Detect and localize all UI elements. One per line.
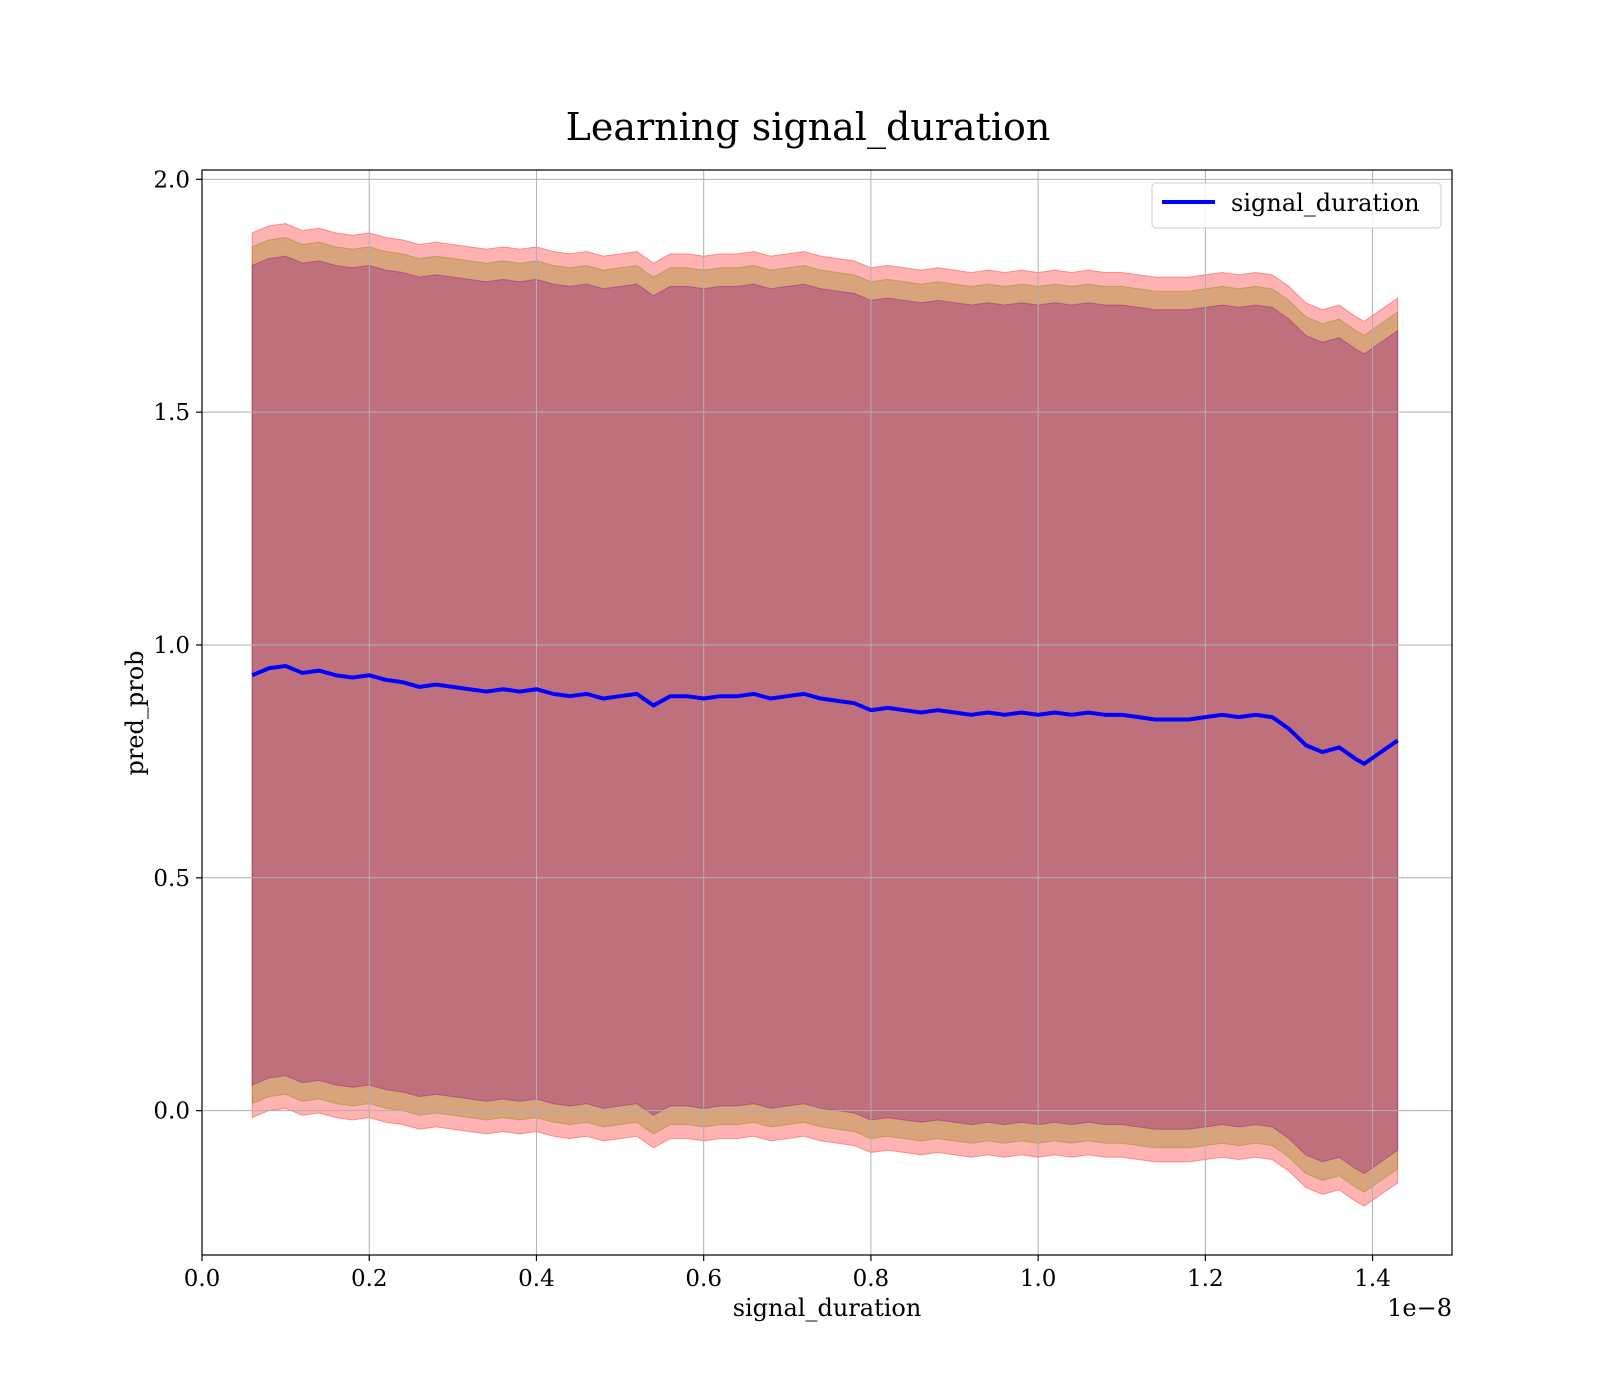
x-axis-offset-label: 1e−8 xyxy=(1387,1294,1452,1322)
x-tick-label: 0.0 xyxy=(184,1266,221,1292)
band-middle xyxy=(251,237,1399,1193)
axes-background xyxy=(202,170,1452,1255)
x-tick-label: 0.4 xyxy=(518,1266,555,1292)
grid-lines xyxy=(201,170,1452,1255)
legend: signal_duration xyxy=(1151,182,1442,229)
y-tick-label: 0.0 xyxy=(153,1099,190,1125)
chart-title: Learning signal_duration xyxy=(566,105,1051,150)
plot-area xyxy=(201,169,1453,1256)
x-tick-label: 0.8 xyxy=(853,1266,890,1292)
series-line-signal-duration xyxy=(251,663,1399,766)
y-tick-label: 0.5 xyxy=(153,866,190,892)
legend-label-signal-duration: signal_duration xyxy=(1231,189,1420,217)
y-tick-label: 2.0 xyxy=(153,167,190,193)
y-tick-label: 1.0 xyxy=(153,633,190,659)
band-inner xyxy=(251,255,1399,1175)
x-axis-ticks: 0.0 0.2 0.4 0.6 0.8 1.0 1.2 1.4 xyxy=(184,1255,1391,1292)
y-axis-ticks: 0.0 0.5 1.0 1.5 2.0 xyxy=(153,167,202,1125)
band-outer xyxy=(251,223,1399,1207)
x-tick-label: 1.0 xyxy=(1020,1266,1057,1292)
x-tick-label: 1.4 xyxy=(1354,1266,1391,1292)
legend-box xyxy=(1151,182,1442,229)
x-tick-label: 0.2 xyxy=(351,1266,388,1292)
series-lines xyxy=(251,663,1399,766)
x-tick-label: 1.2 xyxy=(1187,1266,1224,1292)
x-tick-label: 0.6 xyxy=(685,1266,722,1292)
x-axis-label: signal_duration xyxy=(733,1294,922,1322)
axes-frame xyxy=(201,169,1453,1256)
confidence-bands xyxy=(251,223,1399,1207)
y-axis-label: pred_prob xyxy=(121,650,149,775)
y-tick-label: 1.5 xyxy=(153,400,190,426)
